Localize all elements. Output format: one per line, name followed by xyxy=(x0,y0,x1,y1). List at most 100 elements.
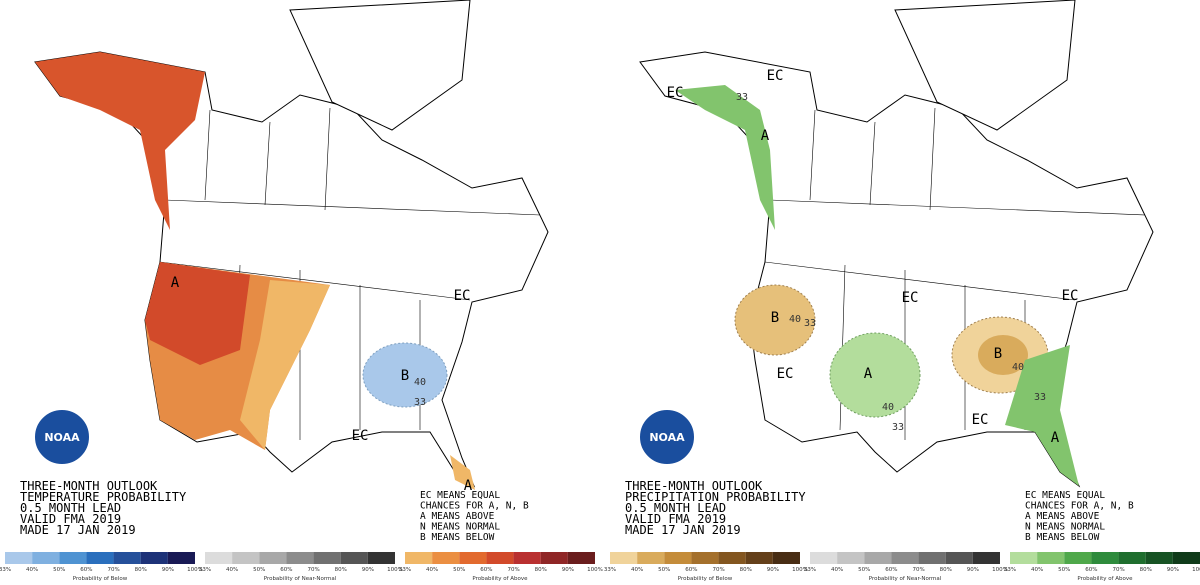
map-label: 33 xyxy=(414,397,426,408)
colorbar-swatch xyxy=(918,552,946,564)
colorbar-swatch xyxy=(59,552,87,564)
colorbar-tick: 60% xyxy=(685,567,697,573)
colorbar-tick: 70% xyxy=(507,567,519,573)
legend-line: A MEANS ABOVE xyxy=(1025,511,1100,522)
colorbar-tick: 40% xyxy=(831,567,843,573)
colorbar-tick: 70% xyxy=(1112,567,1124,573)
colorbar-tick: 50% xyxy=(453,567,465,573)
map-label: 40 xyxy=(789,314,801,325)
colorbar-tick: 50% xyxy=(53,567,65,573)
map-label: 33 xyxy=(804,318,816,329)
noaa-logo-text: NOAA xyxy=(649,431,685,444)
colorbar-swatch xyxy=(32,552,60,564)
below-area xyxy=(734,284,816,356)
colorbar-swatch xyxy=(664,552,692,564)
temperature-map xyxy=(34,0,549,490)
colorbar-caption: Probability of Above xyxy=(1077,576,1133,582)
colorbar-swatch xyxy=(1118,552,1146,564)
colorbar-swatch xyxy=(167,552,195,564)
above-area xyxy=(145,262,250,365)
colorbar-caption: Probability of Near-Normal xyxy=(869,576,942,582)
header-line: MADE 17 JAN 2019 xyxy=(625,523,741,537)
map-label: EC xyxy=(767,68,784,84)
legend-line: EC MEANS EQUAL xyxy=(1025,490,1105,501)
legend-line: CHANCES FOR A, N, B xyxy=(420,501,529,512)
colorbar-swatch xyxy=(205,552,233,564)
map-label: 40 xyxy=(1012,362,1024,373)
colorbar-tick: 33% xyxy=(604,567,616,573)
map-label: 33 xyxy=(736,92,748,103)
map-label: EC xyxy=(777,366,794,382)
colorbar-swatch xyxy=(232,552,260,564)
colorbar-tick: 100% xyxy=(187,567,203,573)
colorbar-swatch xyxy=(1010,552,1038,564)
map-label: A xyxy=(464,478,473,494)
header-line: THREE-MONTH OUTLOOK xyxy=(20,479,158,493)
colorbar-tick: 100% xyxy=(1192,567,1200,573)
colorbar-swatch xyxy=(486,552,514,564)
colorbar-swatch xyxy=(5,552,33,564)
legend-line: EC MEANS EQUAL xyxy=(420,490,500,501)
noaa-logo xyxy=(638,408,696,466)
noaa-logo-text: NOAA xyxy=(44,431,80,444)
colorbar-tick: 50% xyxy=(658,567,670,573)
colorbar-tick: 100% xyxy=(387,567,403,573)
colorbar-tick: 50% xyxy=(253,567,265,573)
colorbar-tick: 80% xyxy=(1140,567,1152,573)
precipitation-map xyxy=(639,0,1154,487)
colorbar-tick: 90% xyxy=(967,567,979,573)
colorbar-swatch xyxy=(772,552,800,564)
colorbar-caption: Probability of Below xyxy=(678,576,733,582)
map-label: 40 xyxy=(414,377,426,388)
colorbar-tick: 60% xyxy=(1085,567,1097,573)
colorbar-swatch xyxy=(837,552,865,564)
colorbar-swatch xyxy=(945,552,973,564)
colorbar-tick: 40% xyxy=(426,567,438,573)
legend-line: N MEANS NORMAL xyxy=(420,522,500,533)
legend-line: A MEANS ABOVE xyxy=(420,511,495,522)
colorbar-tick: 90% xyxy=(362,567,374,573)
colorbar-tick: 60% xyxy=(280,567,292,573)
colorbar-caption: Probability of Near-Normal xyxy=(264,576,337,582)
colorbar-caption: Probability of Below xyxy=(73,576,128,582)
colorbar-swatch xyxy=(367,552,395,564)
colorbar-swatch xyxy=(972,552,1000,564)
above-area xyxy=(450,455,475,490)
colorbar-tick: 70% xyxy=(107,567,119,573)
map-label: 33 xyxy=(1034,392,1046,403)
colorbar-tick: 90% xyxy=(162,567,174,573)
colorbar-tick: 60% xyxy=(480,567,492,573)
map-label: EC xyxy=(902,290,919,306)
legend-line: B MEANS BELOW xyxy=(1025,532,1100,543)
map-label: A xyxy=(864,366,873,382)
above-area xyxy=(675,85,775,230)
header-line: MADE 17 JAN 2019 xyxy=(20,523,136,537)
colorbar-tick: 40% xyxy=(26,567,38,573)
below-area xyxy=(362,342,448,408)
colorbar-tick: 90% xyxy=(767,567,779,573)
map-label: 40 xyxy=(882,402,894,413)
colorbar-tick: 80% xyxy=(135,567,147,573)
colorbar-swatch xyxy=(637,552,665,564)
colorbar-tick: 70% xyxy=(912,567,924,573)
colorbar-swatch xyxy=(810,552,838,564)
colorbar-tick: 40% xyxy=(1031,567,1043,573)
map-label: B xyxy=(401,368,409,384)
colorbar-tick: 33% xyxy=(804,567,816,573)
colorbar-swatch xyxy=(86,552,114,564)
header-line: 0.5 MONTH LEAD xyxy=(625,501,726,515)
colorbar-swatch xyxy=(610,552,638,564)
map-label: B xyxy=(771,310,779,326)
colorbar-swatch xyxy=(1064,552,1092,564)
map-label: EC xyxy=(454,288,471,304)
colorbar-swatch xyxy=(891,552,919,564)
colorbar-swatch xyxy=(691,552,719,564)
colorbar-tick: 33% xyxy=(0,567,11,573)
colorbar-tick: 33% xyxy=(1004,567,1016,573)
colorbar-tick: 80% xyxy=(740,567,752,573)
colorbar-tick: 70% xyxy=(712,567,724,573)
header-line: THREE-MONTH OUTLOOK xyxy=(625,479,763,493)
colorbar-swatch xyxy=(286,552,314,564)
